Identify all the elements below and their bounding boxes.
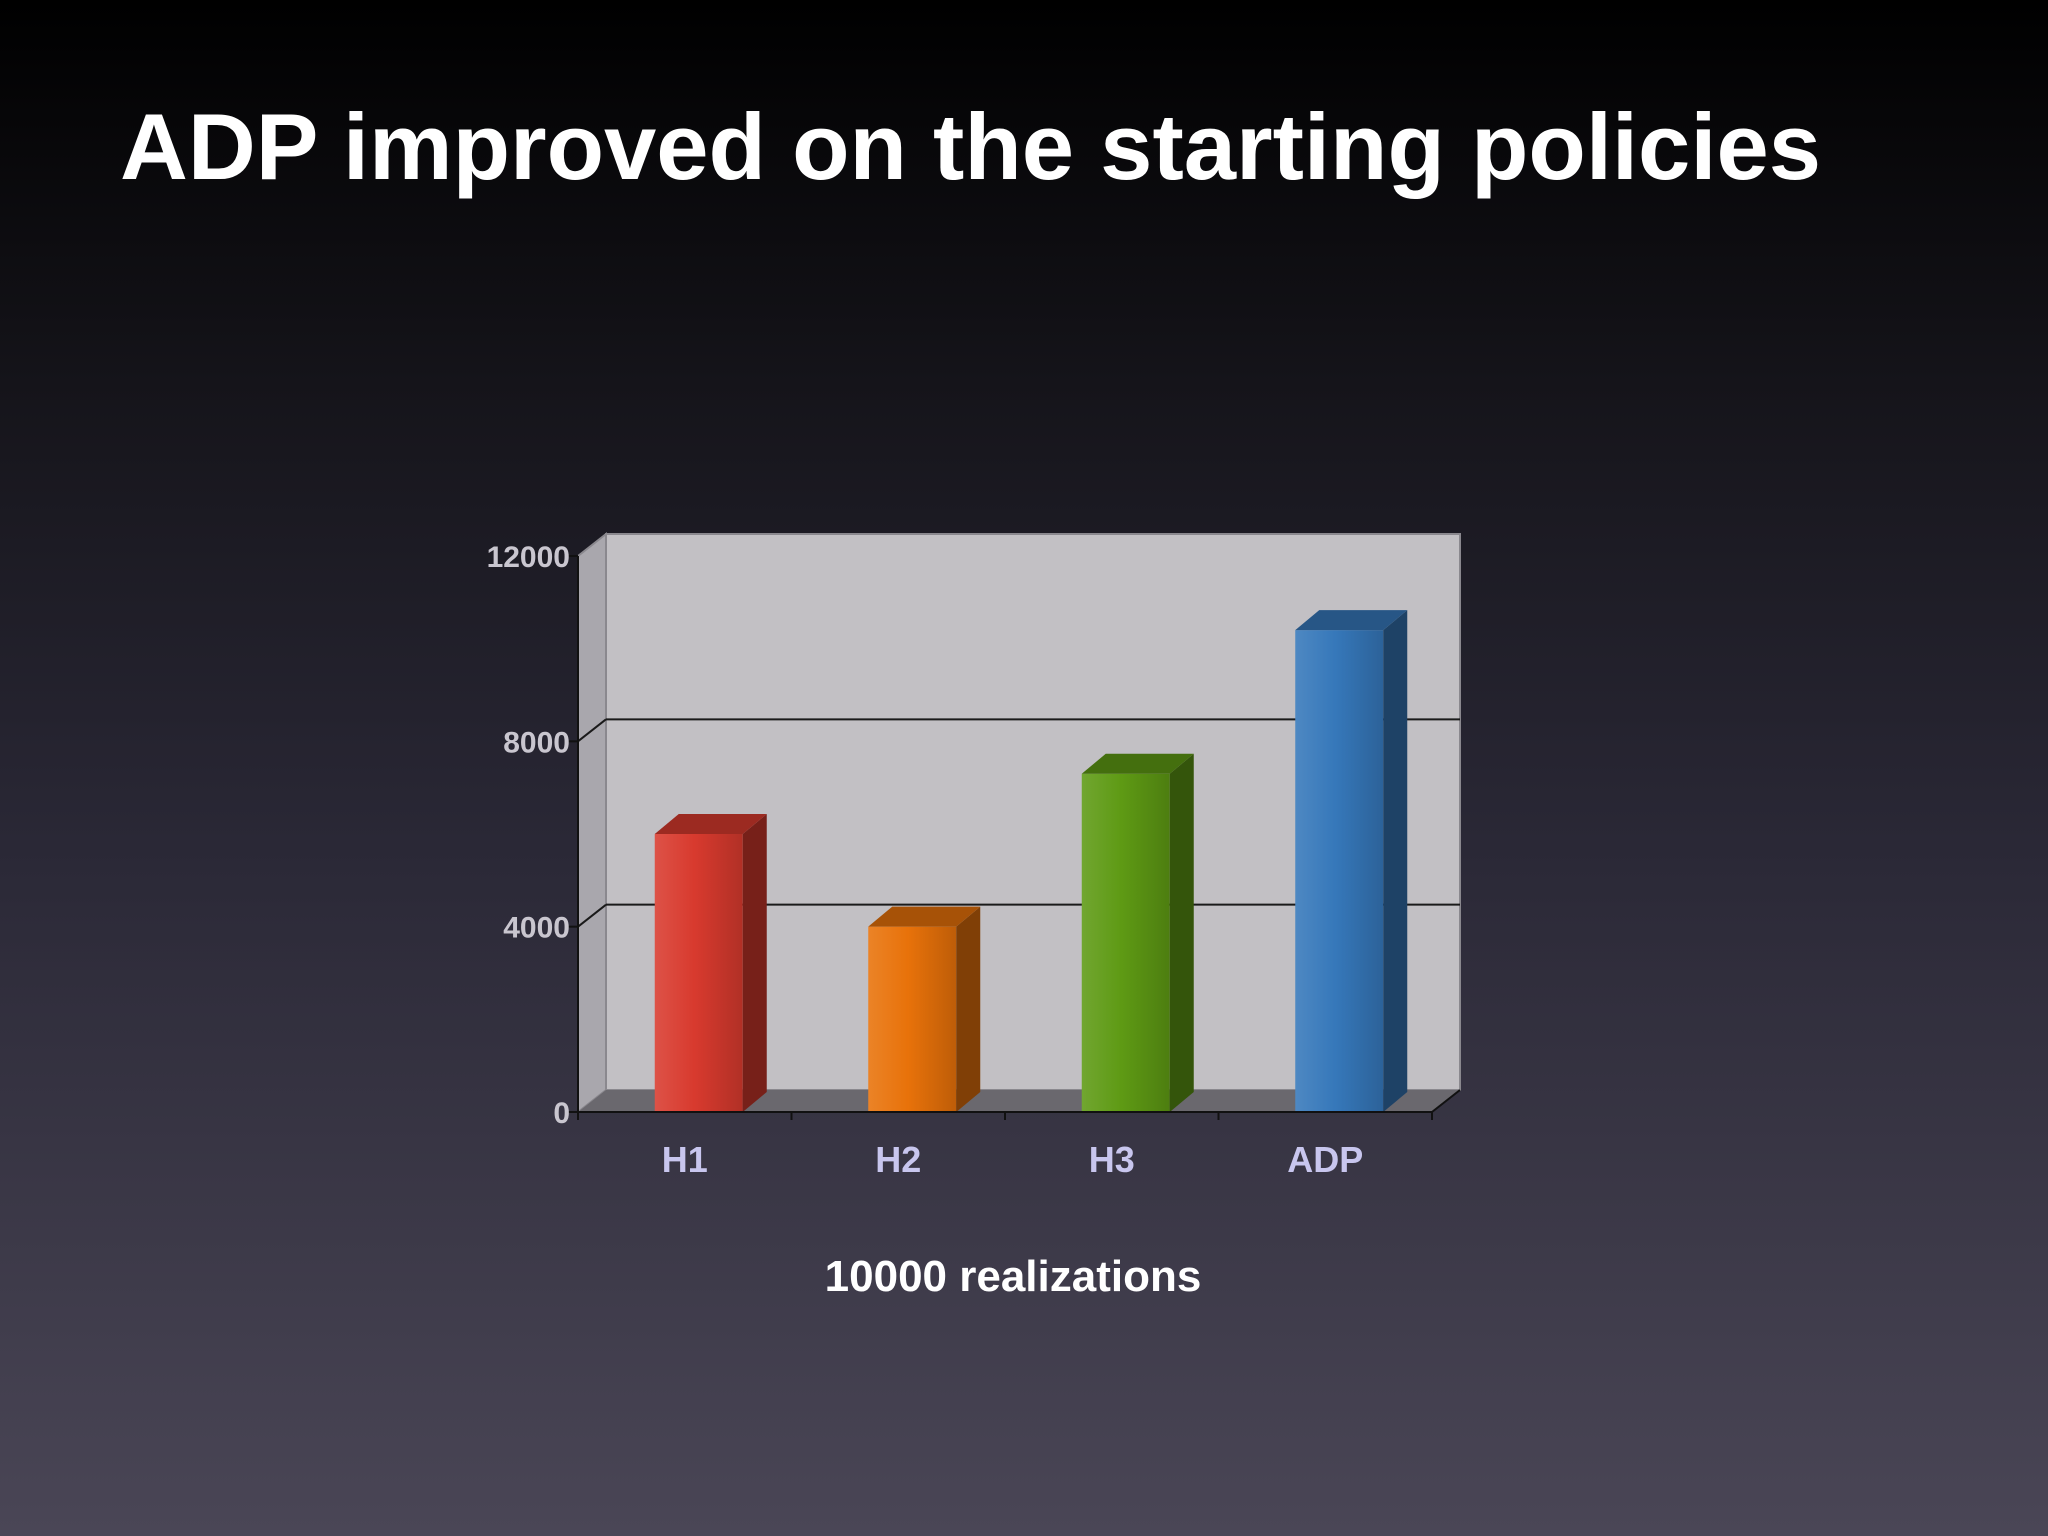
x-tick-label: H2 <box>875 1139 921 1180</box>
bar-top <box>1081 753 1194 774</box>
bar-top <box>654 814 767 834</box>
y-tick-label: 8000 <box>503 726 570 759</box>
chart-floor <box>578 1090 1460 1112</box>
bar-top <box>868 906 981 927</box>
x-axis-edge <box>1431 1089 1461 1113</box>
gridline-side <box>577 903 607 928</box>
gridline-side <box>577 718 607 743</box>
x-tick-label: H1 <box>662 1139 708 1180</box>
y-tick-label: 0 <box>553 1097 570 1130</box>
bar-front <box>1081 773 1170 1112</box>
bar-front <box>868 926 957 1112</box>
bar-h1 <box>654 814 767 1112</box>
bar-side <box>1383 610 1408 1112</box>
bar-h2 <box>868 906 981 1112</box>
y-tick-label: 12000 <box>487 541 570 574</box>
bar-side <box>1169 753 1194 1112</box>
y-tick-label: 4000 <box>503 912 570 945</box>
bar-front <box>654 834 743 1112</box>
chart-side-wall <box>577 531 607 1115</box>
bar-h3 <box>1081 753 1194 1112</box>
x-axis-title: 10000 realizations <box>824 1252 1202 1301</box>
bar-top <box>1295 610 1408 631</box>
x-tick-label: H3 <box>1089 1139 1135 1180</box>
bar-side <box>742 814 767 1112</box>
bar-front <box>1295 630 1384 1112</box>
bar-side <box>956 906 981 1112</box>
x-tick-label: ADP <box>1287 1139 1363 1180</box>
slide-title: ADP improved on the starting policies <box>120 94 1821 199</box>
bar-adp <box>1295 610 1408 1112</box>
